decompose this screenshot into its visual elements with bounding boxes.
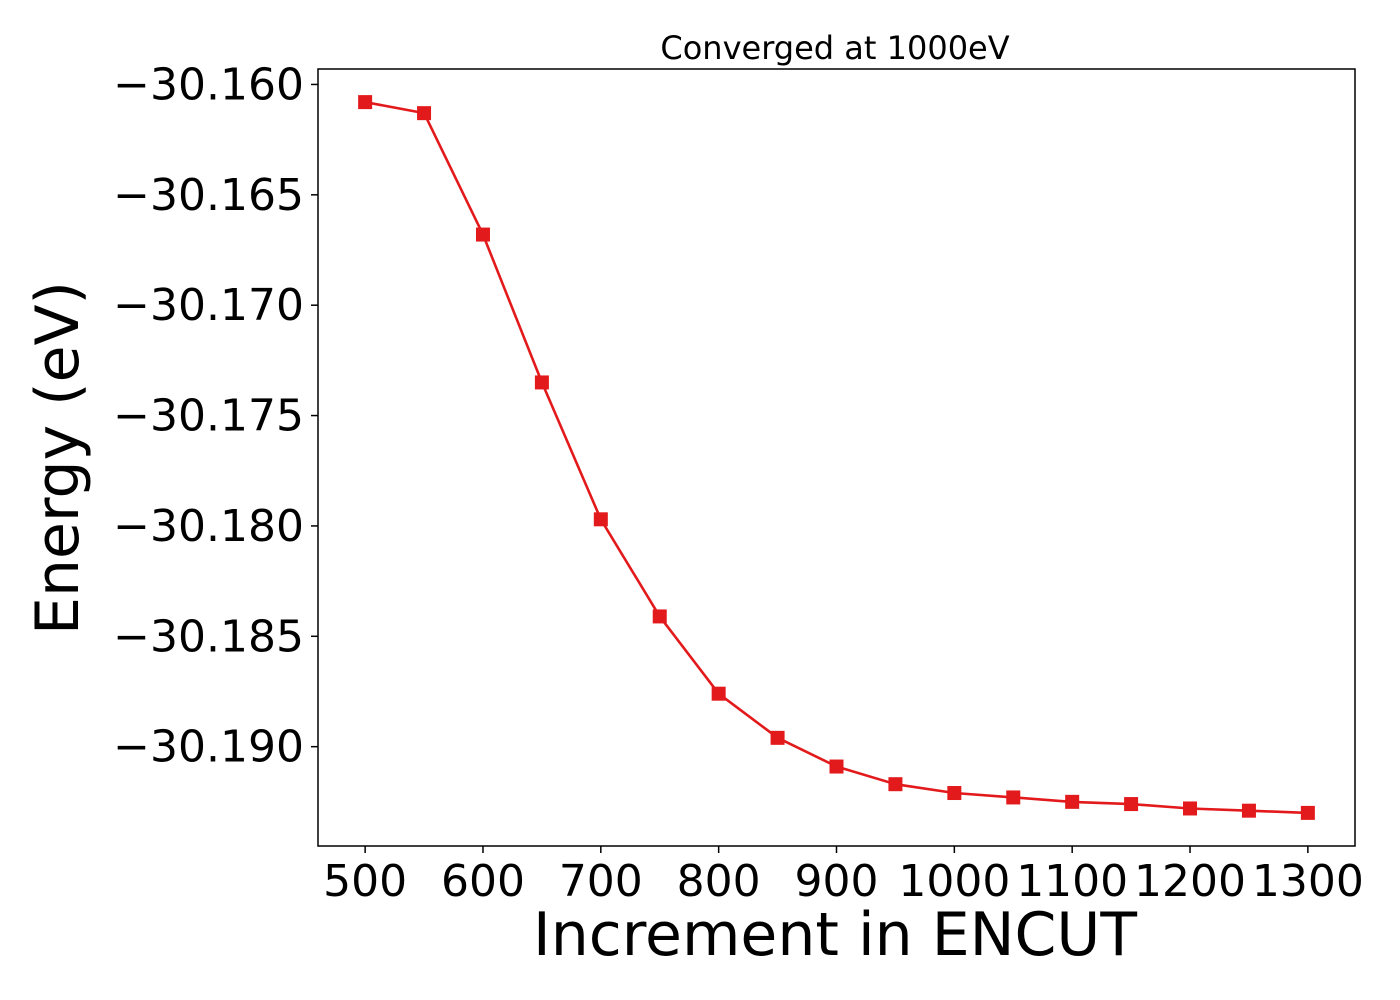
data-point-marker bbox=[417, 106, 432, 121]
data-point-marker bbox=[888, 777, 903, 792]
y-tick-label: −30.160 bbox=[113, 59, 304, 110]
data-point-marker bbox=[1241, 803, 1256, 818]
y-tick-label: −30.170 bbox=[113, 280, 304, 331]
x-tick-label: 1100 bbox=[1016, 856, 1128, 907]
data-point-marker bbox=[1183, 801, 1198, 816]
y-tick-label: −30.180 bbox=[113, 501, 304, 552]
y-tick-label: −30.165 bbox=[113, 170, 304, 221]
y-tick-label: −30.185 bbox=[113, 611, 304, 662]
y-tick-label: −30.175 bbox=[113, 391, 304, 442]
data-point-marker bbox=[534, 375, 549, 390]
chart-title: Converged at 1000eV bbox=[660, 29, 1009, 67]
data-point-marker bbox=[652, 609, 667, 624]
data-point-marker bbox=[1124, 797, 1139, 812]
data-point-marker bbox=[829, 759, 844, 774]
x-tick-label: 500 bbox=[323, 856, 407, 907]
data-point-marker bbox=[711, 686, 726, 701]
data-point-marker bbox=[475, 227, 490, 242]
x-tick-label: 1300 bbox=[1252, 856, 1364, 907]
data-point-marker bbox=[1300, 805, 1315, 820]
y-axis-label: Energy (eV) bbox=[23, 281, 93, 635]
data-point-marker bbox=[358, 95, 373, 110]
x-tick-label: 1000 bbox=[898, 856, 1010, 907]
x-tick-label: 1200 bbox=[1134, 856, 1246, 907]
data-point-marker bbox=[947, 786, 962, 801]
x-tick-label: 900 bbox=[795, 856, 879, 907]
x-axis-label: Increment in ENCUT bbox=[533, 900, 1137, 970]
x-tick-label: 700 bbox=[559, 856, 643, 907]
data-point-marker bbox=[1006, 790, 1021, 805]
data-point-marker bbox=[1065, 794, 1080, 809]
plot-area: 500 600 700 800 900 1000 1100 1200 1300 −30.160 −3… bbox=[113, 59, 1364, 907]
data-point-marker bbox=[770, 730, 785, 745]
y-tick-label: −30.190 bbox=[113, 722, 304, 773]
x-tick-label: 800 bbox=[677, 856, 761, 907]
data-point-marker bbox=[593, 512, 608, 527]
x-tick-label: 600 bbox=[441, 856, 525, 907]
